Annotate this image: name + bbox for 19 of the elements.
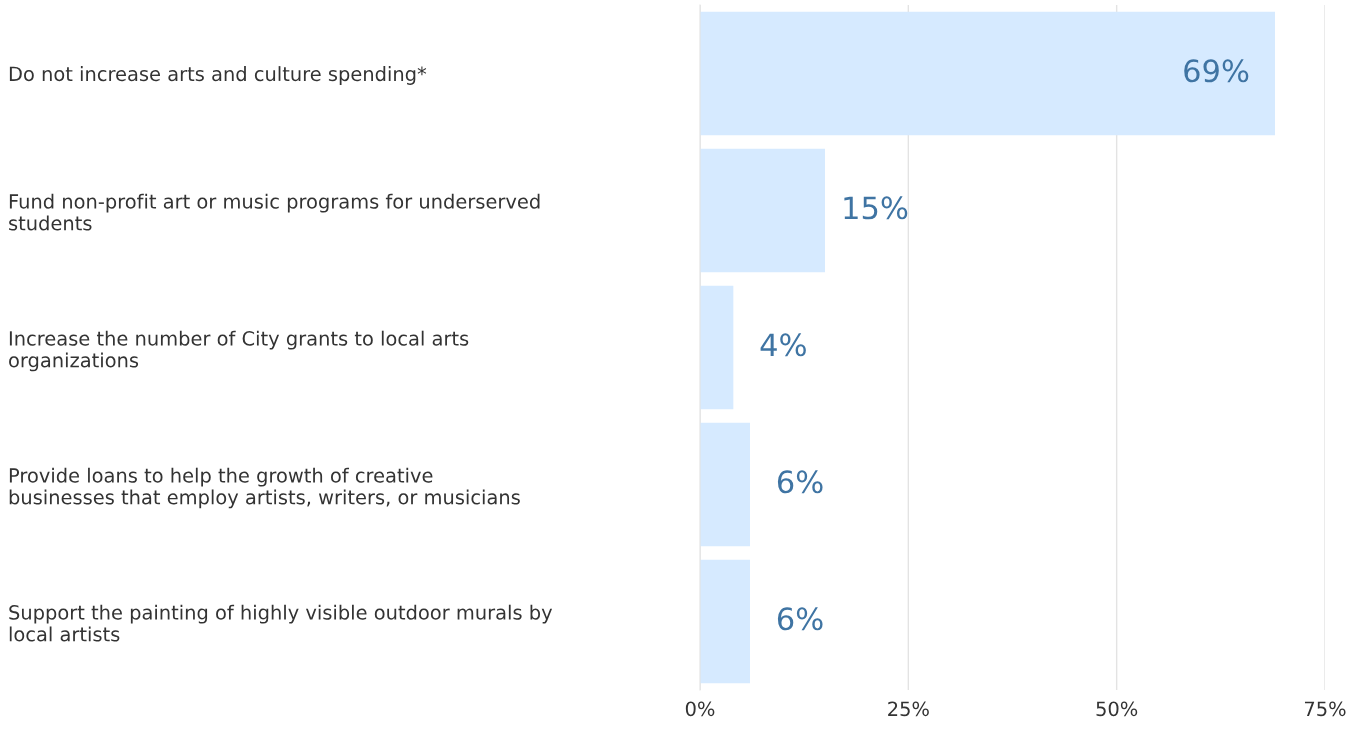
- data-label: 15%: [844, 196, 908, 220]
- data-label: 6%: [777, 470, 823, 494]
- x-tick-label: 50%: [1096, 701, 1138, 717]
- x-tick-label: 75%: [1304, 701, 1346, 717]
- bar: [700, 11, 1275, 136]
- bar: [700, 422, 750, 547]
- bar: [700, 559, 750, 684]
- y-tick-label: Support the painting of highly visible outdoor murals by local artists: [9, 604, 553, 642]
- y-tick-label: Do not increase arts and culture spending*: [9, 66, 427, 85]
- y-tick-label: Provide loans to help the growth of creative businesses that employ artists, writers, or musicians: [9, 467, 520, 509]
- x-tick-label: 25%: [888, 701, 929, 717]
- bar: [700, 285, 734, 410]
- y-tick-label: Increase the number of City grants to local arts organizations: [9, 330, 469, 372]
- x-tick-label: 0%: [685, 701, 715, 717]
- data-label: 69%: [1184, 59, 1249, 83]
- y-tick-label: Fund non-profit art or music programs for underserved students: [9, 193, 540, 231]
- bar: [700, 148, 825, 273]
- data-label: 6%: [777, 607, 823, 631]
- data-label: 4%: [760, 333, 806, 357]
